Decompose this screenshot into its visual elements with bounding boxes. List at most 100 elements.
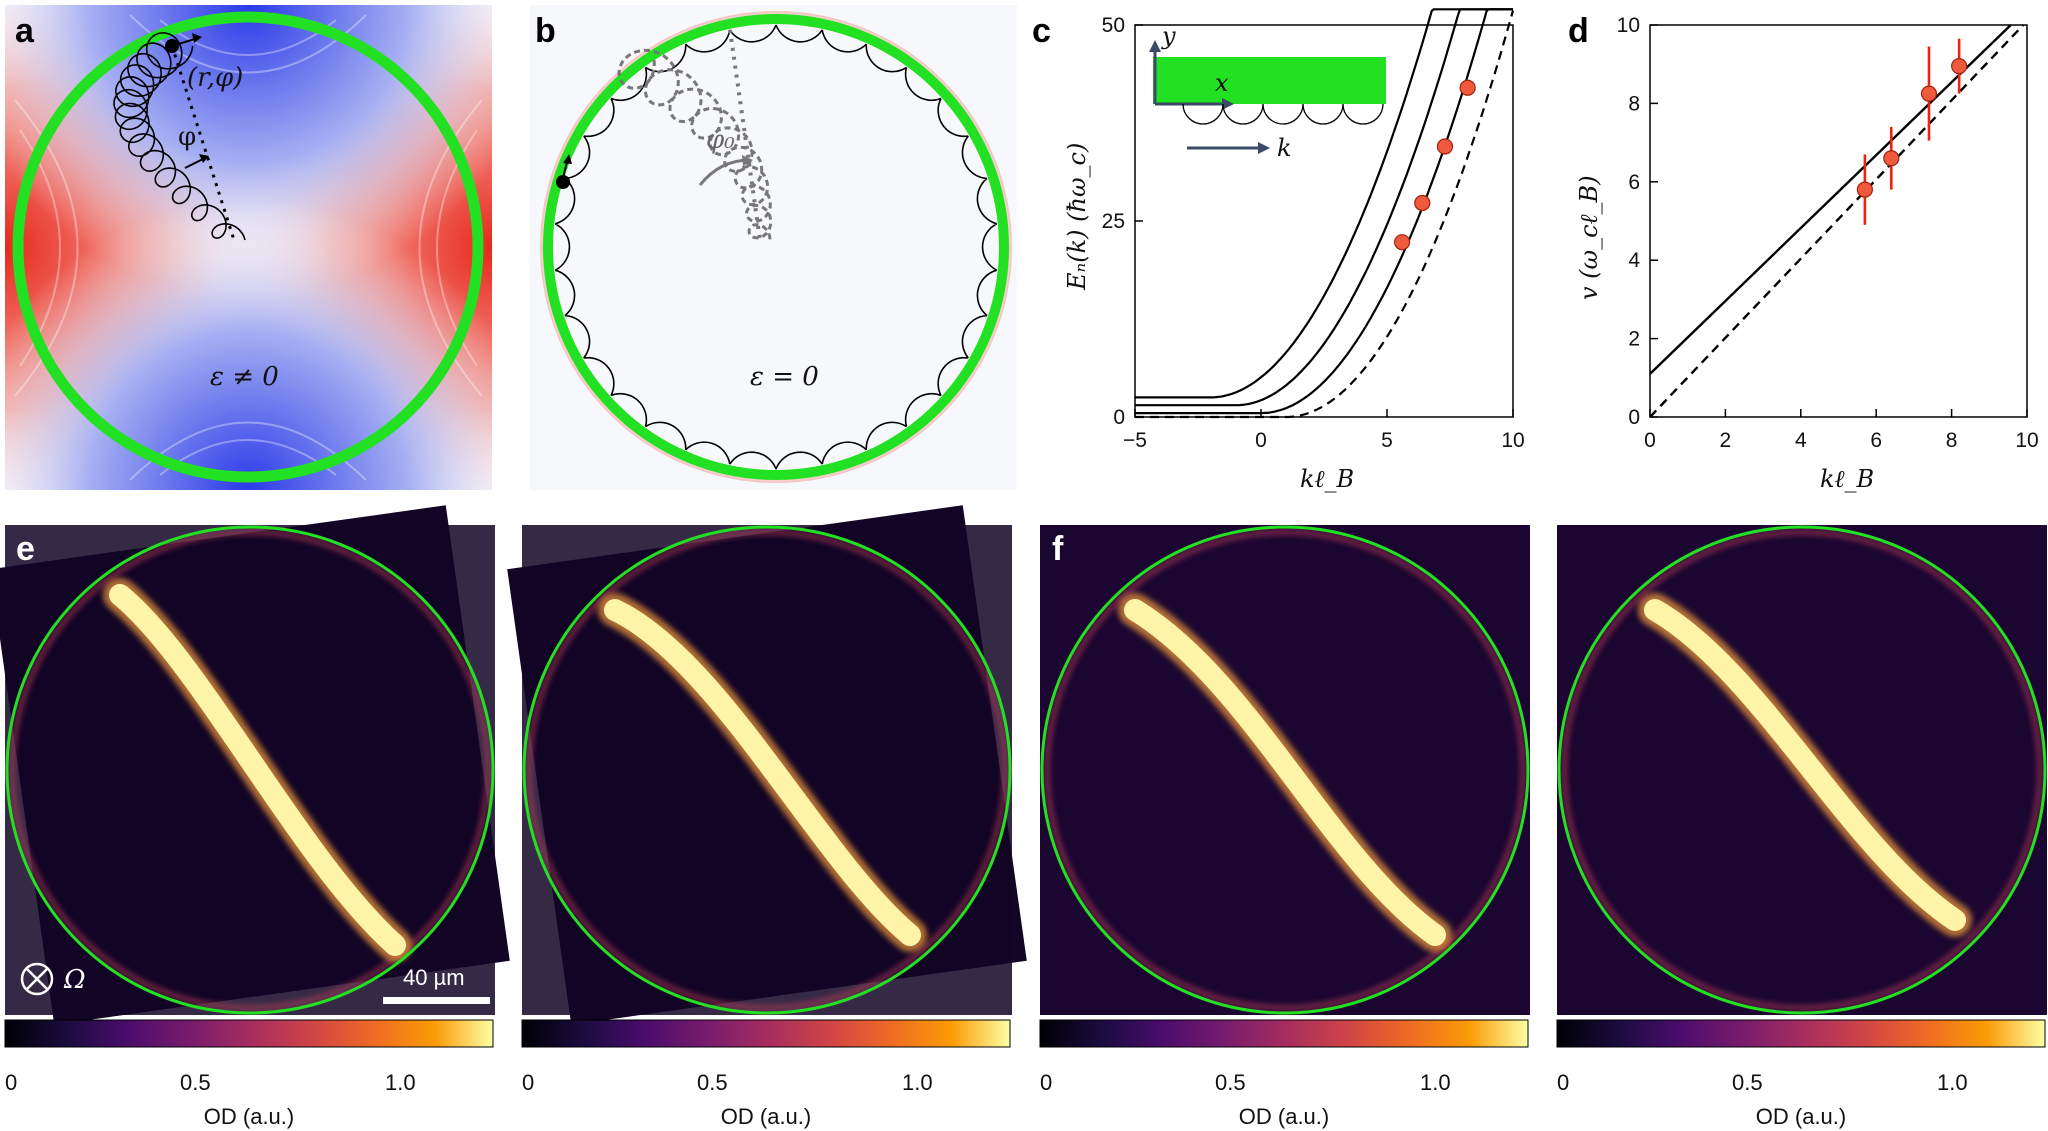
od-s-stripe	[604, 599, 921, 946]
plot-c-curves	[1135, 8, 1515, 419]
colorbar-gradient	[1039, 1019, 1529, 1048]
velocity-arrowhead-b	[563, 154, 572, 164]
plot-c-series-n=0	[1135, 10, 1515, 419]
plot-c-ylabel: Eₙ(k) (ħω_c)	[1063, 143, 1091, 291]
plot-d-xtick-label: 10	[2015, 429, 2038, 452]
plot-d-point	[1883, 150, 1900, 167]
colorbar-title: OD (a.u.)	[204, 1104, 294, 1129]
colorbar-title: OD (a.u.)	[1239, 1104, 1329, 1129]
panel-label-a: a	[15, 12, 35, 50]
radius-line	[170, 45, 236, 241]
colorbar-tick-label: 0	[522, 1070, 534, 1095]
plot-d-line-dashed	[1649, 24, 2025, 418]
panel-d: d 00 2 2 4 4 6 6 8 8 10 10 kℓ_B v (ω_cℓ_B)	[1568, 12, 2039, 493]
colorbar-tick-label: 0	[1040, 1070, 1052, 1095]
colorbar-gradient	[521, 1019, 1011, 1048]
colorbar-tick-label: 1.0	[1420, 1070, 1451, 1095]
plot-d-point	[1951, 58, 1968, 75]
soft-edge-glow	[540, 11, 1012, 483]
colorbar-tick-label: 0.5	[1732, 1070, 1763, 1095]
od-image-row	[0, 505, 2047, 1025]
plot-d-ytick-label: 10	[1617, 14, 1640, 37]
skipping-orbit	[554, 24, 998, 470]
colorbar-3: 0 0.5 1.0 OD (a.u.)	[1039, 1019, 1529, 1129]
panel-label-c: c	[1032, 12, 1051, 50]
omega-symbol: Ω	[20, 962, 86, 996]
cross-mark	[26, 968, 48, 990]
phi-arrowhead	[199, 154, 209, 163]
colorbars: 0 0.5 1.0 OD (a.u.) 0 0.5 1.0 OD (a.u.) 0 0.5 1.0 O…	[4, 1019, 2046, 1129]
od-trap-circle	[522, 525, 1012, 1015]
scale-bar	[383, 997, 490, 1004]
annotation-rphi: (r,φ)	[187, 63, 243, 93]
od-trap-circle	[1557, 525, 2047, 1015]
od-s-stripe	[1124, 599, 1446, 946]
trap-boundary-circle	[12, 11, 484, 483]
plot-d-xtick-label: 6	[1870, 429, 1882, 452]
plot-c-point	[1394, 234, 1411, 251]
inset-axis-arrowheads	[1149, 40, 1234, 110]
dashed-cyclotron-trajectory	[617, 48, 773, 241]
phi0-arrowhead	[742, 155, 753, 166]
plot-c-point	[1459, 79, 1476, 96]
inset-y-label: y	[1161, 22, 1176, 50]
colorbar-tick-label: 0	[5, 1070, 17, 1095]
plot-d-ytick-label: 6	[1628, 171, 1640, 194]
inset-x-label: x	[1215, 69, 1229, 97]
trap-boundary-circle-b	[543, 14, 1009, 480]
plot-d-frame	[1649, 24, 2028, 418]
od-panel-1	[0, 505, 510, 1025]
annotation-phi0: φ₀	[706, 125, 735, 155]
panel-label-f: f	[1052, 530, 1064, 568]
plot-c-series-n=1	[1135, 8, 1513, 415]
panel-label-d: d	[1568, 12, 1589, 50]
omega-label: Ω	[63, 965, 86, 995]
plot-d-ytick-label: 4	[1628, 249, 1640, 272]
od-trap-circle	[5, 525, 495, 1015]
colorbar-tick-label: 0.5	[697, 1070, 728, 1095]
od-rim-glow	[1044, 529, 1526, 1011]
plot-d-points	[1856, 38, 1968, 225]
plot-c-series-n=3	[1135, 8, 1513, 399]
plot-c-xlabel: kℓ_B	[1300, 465, 1354, 493]
plot-d-ticks: 00 2 2 4 4 6 6 8 8 10 10	[1617, 14, 2039, 452]
panel-label-b: b	[535, 12, 556, 50]
panel-label-e: e	[16, 530, 35, 568]
plot-d-lines	[1649, 24, 2025, 418]
particle-dot-b	[556, 175, 570, 189]
plot-d-line-solid	[1649, 24, 2012, 375]
plot-d-point	[1920, 85, 1938, 102]
annotation-epsilon-b: ε = 0	[750, 362, 819, 392]
od-trap-circle	[1040, 525, 1530, 1015]
od-panel-2	[507, 505, 1027, 1025]
plot-c-ytick-label: 50	[1102, 14, 1125, 37]
plot-d-xlabel: kℓ_B	[1820, 465, 1874, 493]
plot-c-ytick-label: 0	[1113, 406, 1125, 429]
colorbar-gradient	[4, 1019, 494, 1048]
plot-c-xtick-label: 5	[1381, 429, 1393, 452]
inset-k-arrowhead	[1258, 142, 1270, 154]
od-panel-3	[1040, 525, 1530, 1015]
plot-d-ytick-label: 2	[1628, 328, 1640, 351]
colorbar-tick-label: 0.5	[180, 1070, 211, 1095]
plot-d-xtick-label: 0	[1644, 429, 1656, 452]
plot-c-xtick-label: 10	[1501, 429, 1524, 452]
plot-c-ytick-label: 25	[1102, 210, 1125, 233]
plot-c-point	[1414, 194, 1431, 212]
plot-c-points	[1394, 79, 1476, 251]
panel-b: φ₀ ε = 0 b	[530, 5, 1017, 490]
inset-green-edge	[1153, 57, 1386, 104]
plot-d-point	[1856, 181, 1873, 198]
plot-d-ylabel: v (ω_cℓ_B)	[1575, 175, 1603, 300]
colorbar-title: OD (a.u.)	[1756, 1104, 1846, 1129]
colorbar-tick-label: 0	[1557, 1070, 1569, 1095]
inset-skipping-orbits	[1182, 103, 1384, 125]
plot-c-series-n=2	[1135, 8, 1513, 407]
colorbar-tick-label: 1.0	[385, 1070, 416, 1095]
annotation-epsilon: ε ≠ 0	[210, 362, 279, 392]
colorbar-tick-label: 1.0	[1937, 1070, 1968, 1095]
colorbar-gradient	[1556, 1019, 2046, 1048]
panel-a: (r,φ) φ ε ≠ 0 a	[5, 5, 492, 490]
